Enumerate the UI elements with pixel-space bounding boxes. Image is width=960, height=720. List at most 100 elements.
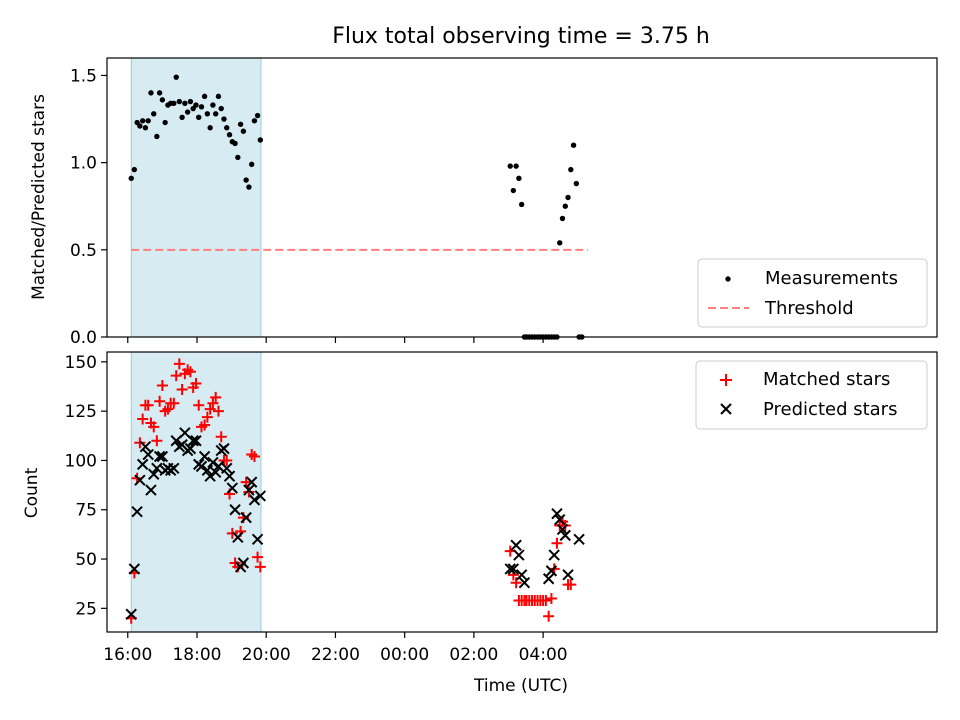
predicted-star-point xyxy=(548,549,560,561)
measurement-point xyxy=(179,114,185,120)
x-axis-label: Time (UTC) xyxy=(473,676,568,696)
measurement-point xyxy=(196,114,202,120)
matched-star-point xyxy=(254,561,266,573)
matched-star-point xyxy=(210,391,222,403)
measurement-point xyxy=(154,133,160,140)
matched-star-point xyxy=(207,397,219,409)
predicted-star-point xyxy=(131,506,143,518)
measurement-point xyxy=(559,215,566,222)
predicted-star-point xyxy=(243,484,255,496)
measurement-point xyxy=(251,118,258,124)
predicted-star-point xyxy=(545,565,558,577)
legend-measurements-label: Measurements xyxy=(765,268,898,289)
measurement-point xyxy=(246,184,252,190)
predicted-star-point xyxy=(510,539,522,551)
x-tick-label: 16:00 xyxy=(103,645,152,665)
x-tick-label: 00:00 xyxy=(380,645,429,665)
top-legend-box xyxy=(697,258,928,328)
bottom-y-tick-label: 125 xyxy=(65,402,97,422)
predicted-star-point xyxy=(168,462,180,475)
matched-star-point xyxy=(204,403,216,415)
x-tick-label: 02:00 xyxy=(449,645,498,665)
measurement-point xyxy=(145,118,151,124)
measurement-point xyxy=(128,175,134,182)
measurement-point xyxy=(237,121,244,127)
matched-star-point xyxy=(252,551,264,563)
measurement-point xyxy=(568,166,574,173)
predicted-star-point xyxy=(573,533,585,546)
bottom-y-axis: 25 50 75 100 125 150 xyxy=(65,353,107,619)
x-tick-label: 04:00 xyxy=(519,645,568,665)
measurement-point xyxy=(248,161,255,168)
matched-star-point xyxy=(173,358,185,370)
top-shaded-span-layer xyxy=(130,57,262,338)
measurement-point xyxy=(151,111,157,117)
matched-star-point xyxy=(226,527,238,539)
matched-star-point xyxy=(565,579,577,591)
bottom-x-axis: 16:00 18:00 20:00 22:00 00:00 02:00 04:00 xyxy=(103,632,568,665)
top-legend: Measurements Threshold xyxy=(697,258,928,328)
top-y-tick-label: 0.5 xyxy=(70,241,97,261)
measurement-point xyxy=(162,119,168,126)
shaded-observing-span xyxy=(130,351,262,633)
matched-star-point xyxy=(240,476,252,488)
predicted-star-point xyxy=(562,569,574,581)
matched-star-point xyxy=(545,592,557,604)
predicted-star-point xyxy=(226,482,239,494)
matched-star-point xyxy=(221,454,233,466)
measurement-point xyxy=(221,116,227,122)
matched-star-point xyxy=(543,610,555,622)
measurement-point xyxy=(224,125,230,131)
predicted-star-point xyxy=(221,462,233,475)
matched-star-point xyxy=(170,370,182,382)
measurement-point xyxy=(565,194,571,201)
measurement-point xyxy=(184,109,191,115)
matched-star-point xyxy=(142,399,154,411)
predicted-star-point xyxy=(232,531,244,544)
predicted-star-point xyxy=(128,563,141,575)
predicted-stars-series xyxy=(125,427,585,620)
measurement-point xyxy=(226,132,233,138)
predicted-star-point xyxy=(209,466,222,478)
matched-star-point xyxy=(215,431,227,443)
bottom-y-tick-label: 100 xyxy=(65,451,97,471)
measurement-point xyxy=(557,240,563,246)
matched-star-point xyxy=(154,395,166,407)
x-tick-label: 20:00 xyxy=(242,645,291,665)
predicted-star-point xyxy=(518,576,531,589)
matched-star-point xyxy=(551,537,563,549)
measurement-point xyxy=(148,90,154,96)
predicted-star-point xyxy=(245,476,258,488)
matched-star-point xyxy=(176,383,188,395)
measurement-point xyxy=(513,163,519,169)
predicted-star-point xyxy=(195,460,208,473)
measurement-point xyxy=(156,90,163,96)
measurement-point xyxy=(142,125,149,131)
measurement-point xyxy=(137,123,143,129)
predicted-star-point xyxy=(542,573,555,585)
predicted-star-point xyxy=(223,470,236,482)
matched-star-point xyxy=(201,411,213,423)
matched-star-point xyxy=(248,451,260,463)
legend-threshold-label: Threshold xyxy=(764,298,854,319)
predicted-star-point xyxy=(254,490,267,502)
bottom-legend-box xyxy=(695,360,928,430)
measurement-point xyxy=(562,203,568,209)
bottom-y-axis-label: Count xyxy=(22,467,42,518)
measurement-point xyxy=(232,140,238,147)
bottom-plot-frame xyxy=(106,351,938,633)
predicted-star-point xyxy=(125,608,137,620)
legend-predicted-label: Predicted stars xyxy=(763,399,897,420)
top-y-tick-label: 0.0 xyxy=(70,328,97,348)
predicted-star-point xyxy=(142,448,154,461)
measurement-point xyxy=(257,137,264,143)
predicted-star-point xyxy=(187,435,199,447)
predicted-star-point xyxy=(248,494,261,506)
measurement-point xyxy=(201,93,208,100)
predicted-star-point xyxy=(237,557,250,569)
predicted-star-point xyxy=(229,504,241,516)
measurement-point xyxy=(254,112,261,119)
bottom-legend: Matched stars Predicted stars xyxy=(695,360,928,430)
matched-star-point xyxy=(156,380,168,392)
